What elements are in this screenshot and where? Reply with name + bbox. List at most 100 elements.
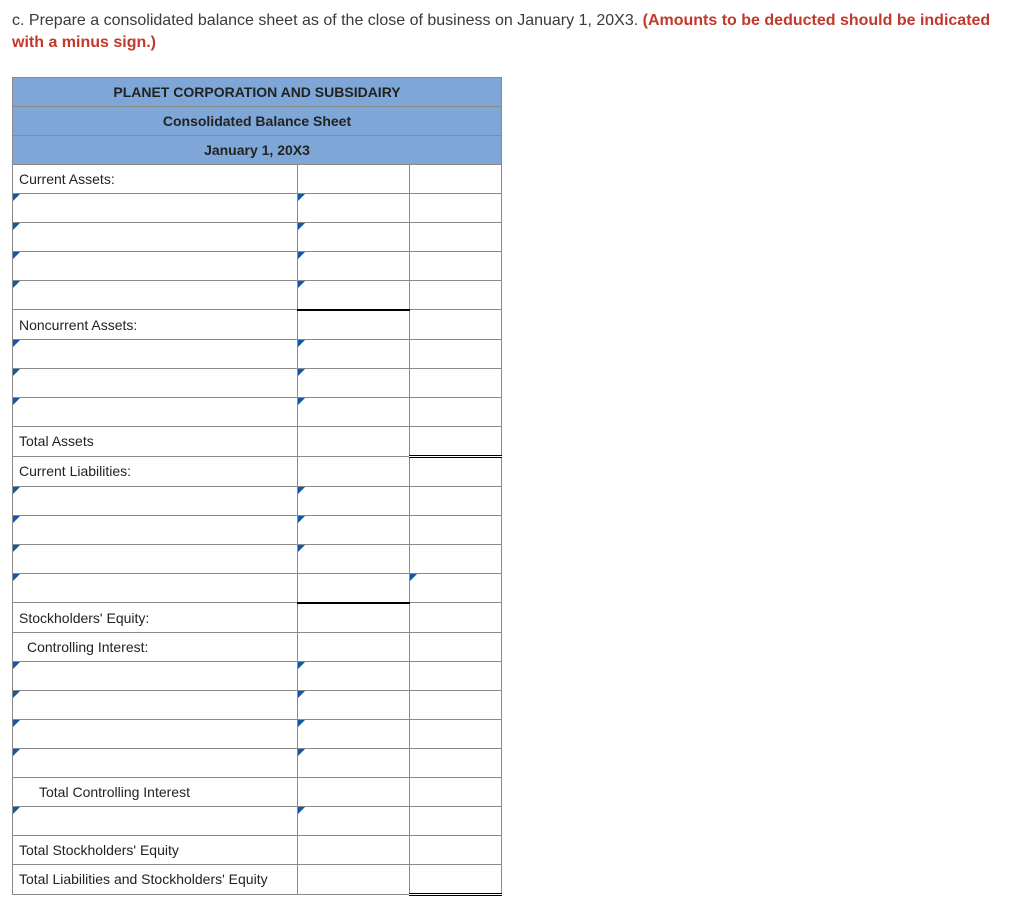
value-cell-1[interactable] bbox=[298, 864, 410, 894]
table-row bbox=[13, 397, 502, 426]
value-cell-2[interactable] bbox=[410, 456, 502, 486]
table-row: Current Liabilities: bbox=[13, 456, 502, 486]
value-cell-2[interactable] bbox=[410, 339, 502, 368]
table-row bbox=[13, 573, 502, 603]
header2: Consolidated Balance Sheet bbox=[13, 106, 502, 135]
row-label-dropdown[interactable] bbox=[13, 339, 298, 368]
table-row bbox=[13, 806, 502, 835]
table-row bbox=[13, 222, 502, 251]
table-row bbox=[13, 515, 502, 544]
row-label: Stockholders' Equity: bbox=[13, 603, 298, 633]
value-cell-1[interactable] bbox=[298, 690, 410, 719]
table-row bbox=[13, 661, 502, 690]
value-cell-1[interactable] bbox=[298, 368, 410, 397]
value-cell-2[interactable] bbox=[410, 222, 502, 251]
table-row: Controlling Interest: bbox=[13, 632, 502, 661]
value-cell-1[interactable] bbox=[298, 426, 410, 456]
row-label: Total Liabilities and Stockholders' Equi… bbox=[13, 864, 298, 894]
value-cell-1[interactable] bbox=[298, 748, 410, 777]
row-label: Total Stockholders' Equity bbox=[13, 835, 298, 864]
table-row bbox=[13, 748, 502, 777]
row-label-dropdown[interactable] bbox=[13, 573, 298, 603]
row-label-dropdown[interactable] bbox=[13, 486, 298, 515]
table-row: Total Liabilities and Stockholders' Equi… bbox=[13, 864, 502, 894]
value-cell-1[interactable] bbox=[298, 280, 410, 310]
value-cell-2[interactable] bbox=[410, 310, 502, 340]
value-cell-1[interactable] bbox=[298, 515, 410, 544]
table-row: Stockholders' Equity: bbox=[13, 603, 502, 633]
balance-sheet-table: PLANET CORPORATION AND SUBSIDAIRYConsoli… bbox=[12, 77, 502, 896]
table-row bbox=[13, 339, 502, 368]
row-label-dropdown[interactable] bbox=[13, 748, 298, 777]
row-label: Noncurrent Assets: bbox=[13, 310, 298, 340]
row-label-dropdown[interactable] bbox=[13, 280, 298, 310]
value-cell-2[interactable] bbox=[410, 397, 502, 426]
value-cell-1[interactable] bbox=[298, 777, 410, 806]
row-label-dropdown[interactable] bbox=[13, 515, 298, 544]
question-prefix: c. Prepare a consolidated balance sheet … bbox=[12, 12, 643, 29]
value-cell-2[interactable] bbox=[410, 251, 502, 280]
value-cell-1[interactable] bbox=[298, 806, 410, 835]
value-cell-2[interactable] bbox=[410, 426, 502, 456]
value-cell-1[interactable] bbox=[298, 251, 410, 280]
value-cell-2[interactable] bbox=[410, 806, 502, 835]
row-label-dropdown[interactable] bbox=[13, 368, 298, 397]
value-cell-1[interactable] bbox=[298, 603, 410, 633]
value-cell-1[interactable] bbox=[298, 661, 410, 690]
row-label-dropdown[interactable] bbox=[13, 544, 298, 573]
table-row bbox=[13, 719, 502, 748]
value-cell-1[interactable] bbox=[298, 456, 410, 486]
table-row: Current Assets: bbox=[13, 164, 502, 193]
table-row bbox=[13, 486, 502, 515]
table-row: Noncurrent Assets: bbox=[13, 310, 502, 340]
value-cell-2[interactable] bbox=[410, 661, 502, 690]
value-cell-1[interactable] bbox=[298, 835, 410, 864]
value-cell-1[interactable] bbox=[298, 573, 410, 603]
row-label: Controlling Interest: bbox=[13, 632, 298, 661]
value-cell-2[interactable] bbox=[410, 193, 502, 222]
value-cell-2[interactable] bbox=[410, 573, 502, 603]
table-row bbox=[13, 193, 502, 222]
row-label-dropdown[interactable] bbox=[13, 690, 298, 719]
header3: January 1, 20X3 bbox=[13, 135, 502, 164]
value-cell-2[interactable] bbox=[410, 368, 502, 397]
row-label-dropdown[interactable] bbox=[13, 251, 298, 280]
table-row bbox=[13, 280, 502, 310]
value-cell-2[interactable] bbox=[410, 835, 502, 864]
row-label-dropdown[interactable] bbox=[13, 193, 298, 222]
value-cell-1[interactable] bbox=[298, 193, 410, 222]
row-label-dropdown[interactable] bbox=[13, 806, 298, 835]
row-label-dropdown[interactable] bbox=[13, 397, 298, 426]
value-cell-1[interactable] bbox=[298, 719, 410, 748]
value-cell-2[interactable] bbox=[410, 748, 502, 777]
value-cell-1[interactable] bbox=[298, 164, 410, 193]
row-label-dropdown[interactable] bbox=[13, 661, 298, 690]
value-cell-2[interactable] bbox=[410, 603, 502, 633]
table-row: Total Stockholders' Equity bbox=[13, 835, 502, 864]
value-cell-1[interactable] bbox=[298, 632, 410, 661]
value-cell-2[interactable] bbox=[410, 486, 502, 515]
value-cell-2[interactable] bbox=[410, 164, 502, 193]
value-cell-2[interactable] bbox=[410, 864, 502, 894]
row-label: Total Controlling Interest bbox=[13, 777, 298, 806]
value-cell-2[interactable] bbox=[410, 632, 502, 661]
row-label-dropdown[interactable] bbox=[13, 719, 298, 748]
row-label: Total Assets bbox=[13, 426, 298, 456]
value-cell-1[interactable] bbox=[298, 544, 410, 573]
table-row bbox=[13, 690, 502, 719]
table-row: Total Assets bbox=[13, 426, 502, 456]
value-cell-2[interactable] bbox=[410, 280, 502, 310]
value-cell-1[interactable] bbox=[298, 222, 410, 251]
value-cell-2[interactable] bbox=[410, 777, 502, 806]
value-cell-1[interactable] bbox=[298, 310, 410, 340]
question-text: c. Prepare a consolidated balance sheet … bbox=[12, 10, 1012, 55]
value-cell-1[interactable] bbox=[298, 339, 410, 368]
value-cell-2[interactable] bbox=[410, 719, 502, 748]
row-label-dropdown[interactable] bbox=[13, 222, 298, 251]
value-cell-2[interactable] bbox=[410, 544, 502, 573]
table-row bbox=[13, 251, 502, 280]
value-cell-1[interactable] bbox=[298, 397, 410, 426]
value-cell-1[interactable] bbox=[298, 486, 410, 515]
value-cell-2[interactable] bbox=[410, 515, 502, 544]
value-cell-2[interactable] bbox=[410, 690, 502, 719]
